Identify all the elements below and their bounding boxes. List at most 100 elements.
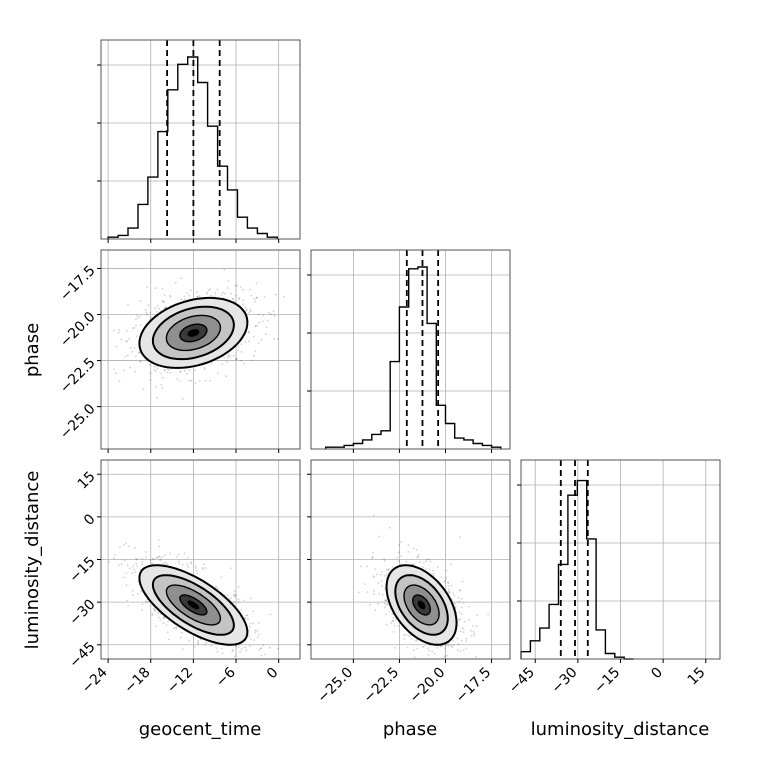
scatter-point [449,644,452,647]
scatter-point [263,653,266,656]
scatter-point [162,562,165,565]
scatter-point [242,299,244,301]
scatter-point [248,340,251,343]
scatter-point [124,355,127,358]
scatter-point [412,563,415,566]
panel-frame [310,249,511,450]
scatter-point [248,635,251,637]
scatter-point [460,639,463,642]
scatter-point [145,311,148,314]
contour-line [138,296,249,369]
scatter-point [383,606,386,609]
scatter-point [249,638,252,640]
scatter-point [374,609,377,612]
contour-line [165,314,222,352]
scatter-point [163,369,166,371]
scatter-point [433,652,436,655]
scatter-point [161,287,164,290]
scatter-point [147,304,150,307]
scatter-point [232,298,234,301]
scatter-point [462,628,465,630]
x-tick-label: −30 [548,665,580,697]
scatter-point [398,559,401,562]
scatter-point [255,296,258,299]
scatter-point [152,558,155,560]
x-tick-label: −6 [213,664,239,690]
scatter-point [282,295,285,298]
scatter-point [384,613,387,616]
scatter-point [417,556,419,559]
scatter-point [465,637,468,640]
scatter-point [250,597,252,600]
scatter-point [179,636,182,639]
scatter-point [205,567,207,569]
x-axis-label-luminosity-distance: luminosity_distance [531,719,710,740]
scatter-point [252,622,255,625]
scatter-point [117,331,120,334]
scatter-point [174,281,177,284]
x-tick-label: 0 [648,665,666,683]
scatter-point [359,565,362,568]
scatter-point [154,609,156,612]
scatter-point [204,643,207,646]
scatter-point [472,630,475,633]
scatter-point [386,603,389,606]
scatter-point [379,573,382,576]
contour-line [385,564,458,646]
scatter-point [245,310,247,312]
scatter-point [153,368,155,371]
scatter-point [169,294,171,297]
scatter-point [154,287,157,290]
scatter-point [184,298,186,300]
scatter-point [145,600,147,603]
scatter-point [186,563,189,566]
scatter-point [234,595,237,598]
scatter-point [245,649,248,652]
scatter-point [229,355,232,358]
scatter-point [247,618,249,620]
scatter-point [386,603,388,606]
scatter-point [364,583,366,585]
density-level [417,600,426,610]
scatter-point [450,585,453,587]
scatter-point [377,582,380,584]
scatter-point [425,558,428,561]
scatter-point [426,647,429,650]
scatter-point [155,396,158,399]
scatter-point [256,636,259,639]
contour-line [394,574,449,636]
scatter-point [208,289,210,292]
scatter-point [125,340,127,343]
scatter-point [160,384,163,386]
scatter-point [373,576,376,579]
scatter-point [136,593,139,595]
scatter-point [249,310,252,313]
scatter-point [113,557,116,560]
scatter-point [157,555,160,558]
scatter-point [127,604,130,607]
scatter-point [269,313,272,316]
scatter-point [210,294,213,297]
scatter-point [158,555,161,558]
scatter-point [176,378,179,381]
scatter-point [114,372,117,375]
scatter-point [258,321,260,324]
scatter-point [232,354,235,357]
scatter-point [137,317,139,319]
scatter-point [247,331,250,334]
scatter-point [369,603,371,606]
scatter-point [237,349,239,352]
scatter-point [445,644,447,646]
scatter-point [205,641,208,644]
scatter-point [215,647,218,649]
x-tick-label: −15 [591,665,623,697]
scatter-point [186,557,189,559]
scatter-point [118,564,121,567]
scatter-point [168,638,170,641]
scatter-point [392,631,395,633]
scatter-point [122,544,125,546]
scatter-point [415,549,418,551]
scatter-point [405,560,408,563]
scatter-point [262,314,264,317]
scatter-point [135,318,137,321]
